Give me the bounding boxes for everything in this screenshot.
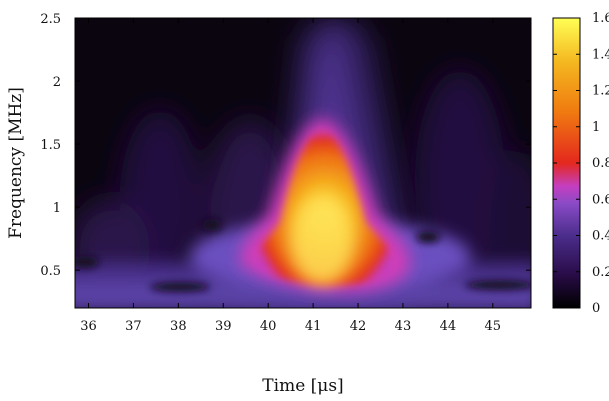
colorbar-tick-label: 1.2 bbox=[592, 84, 609, 99]
colorbar-tick-label: 0.6 bbox=[592, 192, 609, 207]
y-tick-label: 2 bbox=[53, 75, 61, 90]
x-tick-label: 40 bbox=[260, 319, 277, 334]
colorbar bbox=[553, 18, 580, 308]
colorbar-tick-label: 0 bbox=[592, 301, 600, 316]
y-tick-label: 2.5 bbox=[40, 12, 61, 27]
y-tick-label: 1.5 bbox=[40, 138, 61, 153]
x-tick-label: 45 bbox=[485, 319, 502, 334]
x-axis-title: Time [μs] bbox=[262, 376, 343, 396]
colorbar-tick-label: 0.8 bbox=[592, 156, 609, 171]
x-tick-label: 42 bbox=[350, 319, 367, 334]
y-axis-title: Frequency [MHz] bbox=[6, 87, 26, 239]
y-tick-label: 0.5 bbox=[40, 264, 61, 279]
y-tick-label: 1 bbox=[53, 201, 61, 216]
x-tick-label: 43 bbox=[395, 319, 412, 334]
colorbar-tick-label: 1 bbox=[592, 120, 600, 135]
x-tick-label: 44 bbox=[440, 319, 457, 334]
x-tick-label: 38 bbox=[170, 319, 187, 334]
x-tick-label: 39 bbox=[215, 319, 232, 334]
colorbar-tick-label: 0.2 bbox=[592, 265, 609, 280]
colorbar-tick-label: 1.6 bbox=[592, 11, 609, 26]
x-tick-label: 36 bbox=[80, 319, 97, 334]
colorbar-tick-label: 1.4 bbox=[592, 47, 609, 62]
colorbar-tick-label: 0.4 bbox=[592, 229, 609, 244]
heatmap-plot-area bbox=[60, 8, 550, 320]
x-tick-label: 37 bbox=[125, 319, 142, 334]
x-tick-label: 41 bbox=[305, 319, 322, 334]
